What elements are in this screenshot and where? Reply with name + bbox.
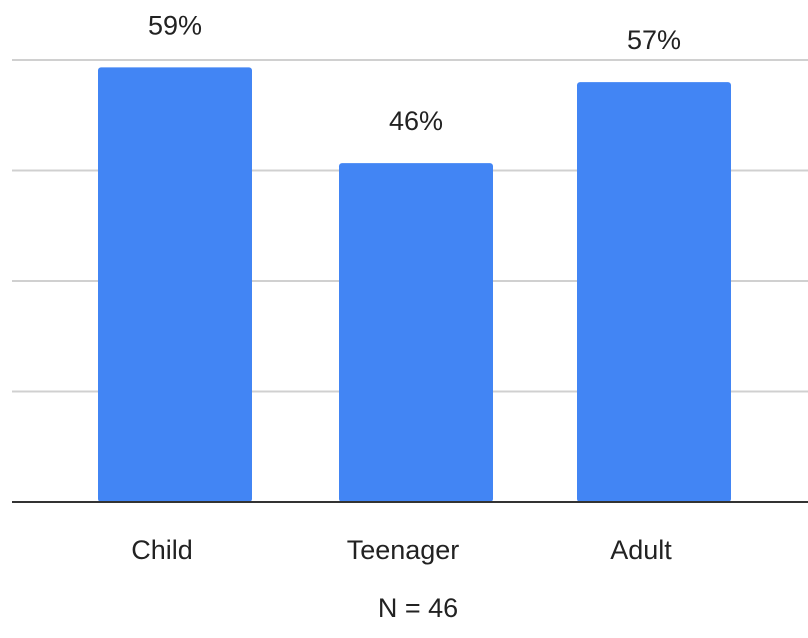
sample-size-note: N = 46	[378, 593, 458, 623]
bar-adult	[577, 82, 731, 502]
bar-child	[98, 67, 252, 502]
value-labels: 59% 46% 57%	[148, 10, 681, 136]
value-label-adult: 57%	[627, 25, 681, 55]
tick-label-teenager: Teenager	[347, 535, 460, 565]
tick-label-adult: Adult	[610, 535, 672, 565]
x-tick-labels: Child Teenager Adult	[131, 535, 672, 565]
bars	[98, 67, 731, 502]
bar-teenager	[339, 163, 493, 502]
tick-label-child: Child	[131, 535, 193, 565]
value-label-child: 59%	[148, 10, 202, 40]
value-label-teenager: 46%	[389, 106, 443, 136]
